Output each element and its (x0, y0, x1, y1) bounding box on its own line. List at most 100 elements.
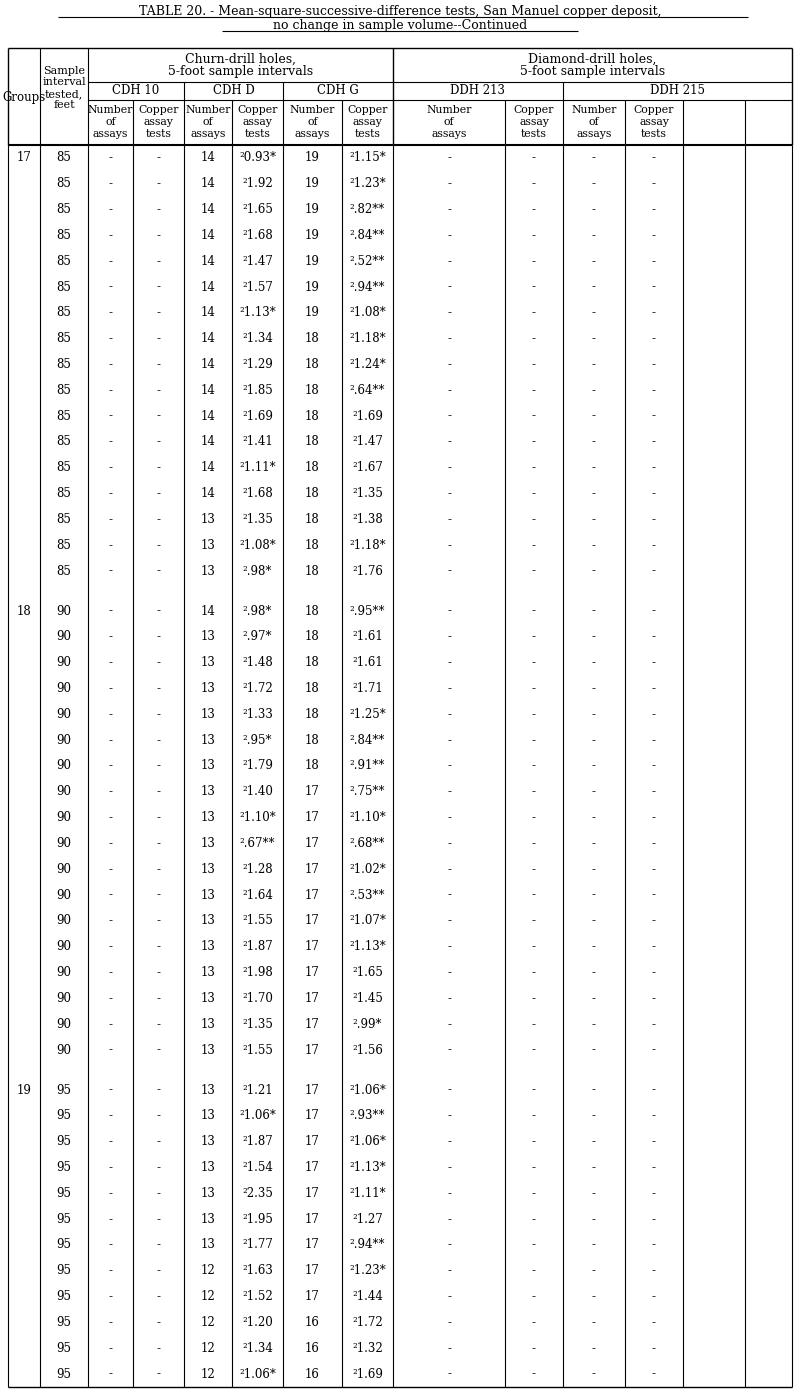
Text: ².68**: ².68** (350, 837, 385, 850)
Text: 95: 95 (57, 1290, 71, 1302)
Text: -: - (109, 1187, 113, 1199)
Text: 14: 14 (201, 332, 215, 345)
Text: -: - (447, 862, 451, 876)
Text: -: - (109, 992, 113, 1004)
Text: 95: 95 (57, 1187, 71, 1199)
Text: -: - (109, 1290, 113, 1302)
Text: -: - (157, 228, 161, 242)
Text: -: - (532, 862, 536, 876)
Text: -: - (157, 656, 161, 669)
Text: -: - (532, 992, 536, 1004)
Text: -: - (652, 306, 656, 319)
Text: ².93**: ².93** (350, 1109, 386, 1123)
Text: -: - (532, 1238, 536, 1251)
Text: -: - (532, 203, 536, 216)
Text: -: - (157, 1160, 161, 1174)
Text: -: - (652, 967, 656, 979)
Text: ²1.38: ²1.38 (352, 513, 383, 527)
Text: 18: 18 (305, 461, 320, 474)
Text: -: - (652, 177, 656, 191)
Text: 90: 90 (57, 631, 71, 644)
Text: ²1.85: ²1.85 (242, 384, 273, 397)
Text: ².82**: ².82** (350, 203, 385, 216)
Text: -: - (592, 862, 596, 876)
Text: -: - (109, 461, 113, 474)
Text: ²1.13*: ²1.13* (349, 1160, 386, 1174)
Text: 90: 90 (57, 914, 71, 928)
Text: -: - (532, 1316, 536, 1329)
Text: 13: 13 (201, 759, 215, 773)
Text: -: - (652, 564, 656, 578)
Text: -: - (157, 837, 161, 850)
Text: 18: 18 (305, 410, 320, 422)
Text: ²1.35: ²1.35 (242, 1018, 273, 1031)
Text: -: - (592, 656, 596, 669)
Text: Churn-drill holes,: Churn-drill holes, (185, 53, 296, 65)
Text: -: - (157, 461, 161, 474)
Text: 13: 13 (201, 1187, 215, 1199)
Text: 85: 85 (57, 332, 71, 345)
Text: ²1.21: ²1.21 (242, 1084, 273, 1096)
Text: -: - (532, 940, 536, 953)
Text: Number
of
assays: Number of assays (186, 106, 230, 138)
Text: ²1.41: ²1.41 (242, 436, 273, 449)
Text: -: - (157, 1316, 161, 1329)
Text: ²1.77: ²1.77 (242, 1238, 273, 1251)
Text: -: - (592, 811, 596, 825)
Text: Diamond-drill holes,: Diamond-drill holes, (528, 53, 657, 65)
Text: -: - (109, 656, 113, 669)
Text: -: - (447, 708, 451, 720)
Text: 13: 13 (201, 967, 215, 979)
Text: ²1.18*: ²1.18* (349, 332, 386, 345)
Text: -: - (109, 1265, 113, 1277)
Text: -: - (447, 332, 451, 345)
Text: -: - (592, 1341, 596, 1355)
Text: -: - (532, 1341, 536, 1355)
Text: -: - (447, 461, 451, 474)
Text: -: - (592, 605, 596, 617)
Text: -: - (592, 708, 596, 720)
Text: -: - (157, 255, 161, 267)
Text: 17: 17 (305, 1187, 320, 1199)
Text: -: - (447, 384, 451, 397)
Text: -: - (592, 1084, 596, 1096)
Text: -: - (109, 1043, 113, 1056)
Text: ²1.63: ²1.63 (242, 1265, 273, 1277)
Text: 85: 85 (57, 513, 71, 527)
Text: -: - (109, 940, 113, 953)
Text: -: - (109, 683, 113, 695)
Text: -: - (592, 940, 596, 953)
Text: 90: 90 (57, 786, 71, 798)
Text: 90: 90 (57, 708, 71, 720)
Text: -: - (532, 1265, 536, 1277)
Text: -: - (652, 1265, 656, 1277)
Text: 18: 18 (305, 332, 320, 345)
Text: -: - (532, 255, 536, 267)
Text: -: - (157, 436, 161, 449)
Text: -: - (652, 513, 656, 527)
Text: -: - (592, 837, 596, 850)
Text: -: - (157, 306, 161, 319)
Text: 14: 14 (201, 228, 215, 242)
Text: ²1.95: ²1.95 (242, 1213, 273, 1226)
Text: -: - (532, 152, 536, 164)
Text: -: - (157, 564, 161, 578)
Text: ²1.69: ²1.69 (352, 410, 383, 422)
Text: -: - (157, 410, 161, 422)
Text: 95: 95 (57, 1109, 71, 1123)
Text: -: - (592, 384, 596, 397)
Text: 13: 13 (201, 656, 215, 669)
Text: 13: 13 (201, 837, 215, 850)
Text: ²1.06*: ²1.06* (239, 1368, 276, 1380)
Text: Number
of
assays: Number of assays (290, 106, 335, 138)
Text: -: - (652, 1084, 656, 1096)
Text: 90: 90 (57, 837, 71, 850)
Text: -: - (447, 1213, 451, 1226)
Text: -: - (592, 461, 596, 474)
Text: 19: 19 (305, 203, 320, 216)
Text: ²1.28: ²1.28 (242, 862, 273, 876)
Text: -: - (532, 513, 536, 527)
Text: -: - (592, 992, 596, 1004)
Text: ²1.47: ²1.47 (242, 255, 273, 267)
Text: -: - (109, 1109, 113, 1123)
